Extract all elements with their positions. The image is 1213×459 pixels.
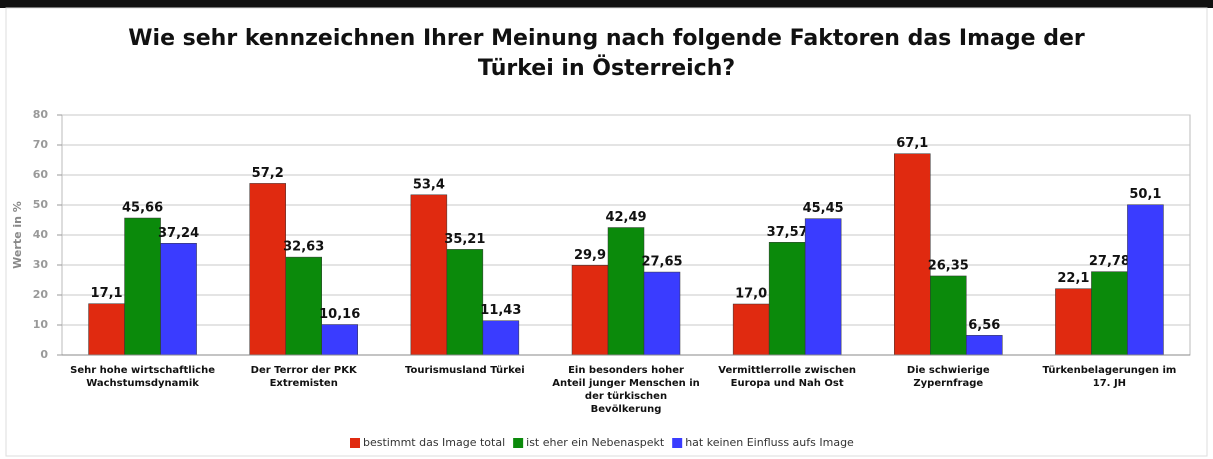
chart-title: Wie sehr kennzeichnen Ihrer Meinung nach… [128, 26, 1085, 81]
bar [607, 227, 645, 356]
value-label: 26,35 [928, 258, 969, 273]
y-tick-label: 60 [33, 168, 49, 181]
bar [894, 153, 931, 356]
y-tick-label: 70 [33, 138, 49, 151]
x-tick-label: Vermittlerrolle zwischen Europa und Nah … [718, 365, 857, 389]
legend-swatch [513, 438, 524, 448]
x-tick-label: Sehr hohe wirtschaftliche Wachstumsdynam… [70, 365, 215, 389]
y-tick-label: 80 [33, 108, 49, 121]
value-label: 50,1 [1129, 187, 1161, 202]
bar [410, 194, 448, 356]
top-bar [0, 0, 1213, 8]
value-label: 29,9 [574, 248, 606, 263]
x-tick-label: Ein besonders hoher Anteil junger Mensch… [552, 365, 700, 415]
value-label: 35,21 [444, 232, 485, 247]
y-tick-label: 20 [33, 288, 49, 301]
x-tick-label: Tourismusland Türkei [404, 365, 525, 376]
bar [1055, 288, 1092, 356]
bar [321, 324, 358, 356]
value-label: 45,45 [803, 201, 844, 216]
legend-label: ist eher ein Nebenaspekt [526, 436, 665, 449]
value-label: 42,49 [605, 210, 646, 225]
bar [768, 242, 806, 356]
x-tick-label: Der Terror der PKK Extremisten [250, 365, 357, 389]
bar [1127, 204, 1164, 356]
bar [643, 271, 681, 356]
y-tick-label: 0 [40, 348, 48, 361]
value-label: 37,24 [158, 226, 199, 241]
legend-label: hat keinen Einfluss aufs Image [685, 436, 854, 449]
bar [966, 335, 1003, 356]
y-tick-label: 10 [33, 318, 49, 331]
bar [1091, 271, 1128, 356]
y-tick-label: 30 [33, 258, 49, 271]
value-label: 53,4 [413, 177, 445, 192]
value-label: 22,1 [1057, 271, 1089, 286]
y-tick-label: 50 [33, 198, 49, 211]
y-tick-label: 40 [33, 228, 49, 241]
value-label: 45,66 [122, 201, 163, 216]
value-label: 10,16 [319, 307, 360, 322]
bar [930, 275, 967, 356]
bar [88, 303, 125, 356]
value-label: 32,63 [283, 240, 324, 255]
bar [160, 243, 197, 356]
value-label: 57,2 [252, 166, 284, 181]
bar [804, 218, 842, 356]
bar [446, 249, 484, 356]
value-label: 11,43 [480, 303, 521, 318]
y-axis-label: Werte in % [11, 201, 24, 269]
bar [482, 320, 520, 356]
bar [124, 217, 161, 356]
value-label: 67,1 [896, 136, 928, 151]
value-label: 17,0 [735, 287, 767, 302]
legend-swatch [350, 438, 360, 448]
bar [249, 183, 286, 356]
value-label: 27,65 [641, 255, 682, 270]
value-label: 6,56 [968, 318, 1000, 333]
x-tick-label: Die schwierige Zypernfrage [906, 365, 990, 389]
bar [571, 265, 609, 356]
value-label: 27,78 [1089, 254, 1130, 269]
bar [732, 303, 770, 356]
legend-label: bestimmt das Image total [363, 436, 505, 449]
x-tick-label: Türkenbelagerungen im 17. JH [1042, 365, 1177, 389]
legend-swatch [672, 438, 683, 448]
value-label: 37,57 [767, 225, 808, 240]
frame [5, 7, 1208, 457]
bar [285, 256, 322, 356]
value-label: 17,1 [91, 286, 123, 301]
